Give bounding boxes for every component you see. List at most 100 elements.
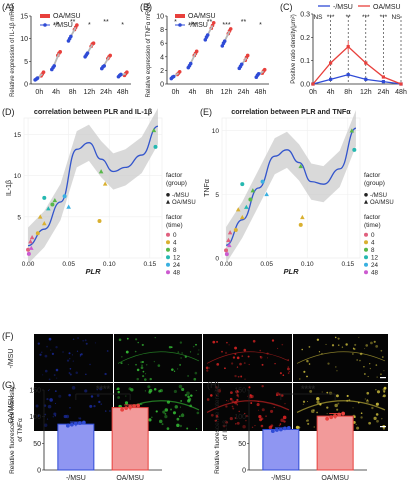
fluorescence-speck	[58, 394, 62, 398]
data-point	[26, 247, 31, 252]
fluorescence-speck	[117, 396, 120, 399]
fluorescence-speck	[250, 394, 254, 399]
legend-marker	[364, 240, 368, 245]
fluorescence-speck	[149, 377, 152, 381]
legend-title: (time)	[364, 222, 381, 229]
data-point	[239, 214, 245, 220]
y-tick-label: 0.0	[300, 82, 310, 89]
fluorescence-speck	[85, 373, 87, 376]
data-point	[58, 50, 62, 54]
fluorescence-speck	[376, 390, 381, 394]
legend-label: OA/MSU	[53, 13, 81, 20]
fluorescence-speck	[166, 427, 170, 431]
fluorescence-speck	[280, 418, 284, 423]
fluorescence-speck	[136, 368, 140, 372]
fluorescence-speck	[191, 395, 193, 397]
fluorescence-speck	[254, 425, 256, 427]
data-point	[132, 404, 137, 408]
data-point	[227, 242, 232, 248]
fluorescence-speck	[176, 423, 180, 428]
fluorescence-speck	[51, 352, 55, 356]
fluorescence-speck	[118, 338, 122, 342]
fluorescence-speck	[301, 348, 303, 351]
fluorescence-speck	[96, 394, 100, 398]
fluorescence-speck	[382, 356, 384, 358]
data-point	[75, 23, 79, 27]
data-point	[337, 412, 342, 417]
fluorescence-speck	[274, 363, 276, 365]
fluorescence-speck	[356, 426, 360, 430]
fluorescence-speck	[360, 416, 363, 419]
legend-marker	[40, 14, 50, 18]
fluorescence-speck	[176, 417, 180, 421]
data-point	[151, 127, 157, 133]
fluorescence-speck	[234, 417, 236, 419]
data-point	[102, 181, 108, 186]
fluorescence-speck	[104, 372, 107, 376]
fluorescence-speck	[48, 388, 51, 391]
fluorescence-speck	[141, 343, 144, 347]
fluorescence-speck	[237, 375, 240, 378]
fluorescence-speck	[383, 386, 387, 390]
legend-label: OA/MSU	[370, 200, 394, 206]
fluorescence-speck	[79, 355, 81, 357]
legend-label: -/MSU	[333, 4, 353, 11]
data-point	[66, 204, 71, 209]
significance-mark: ***	[380, 14, 388, 21]
fluorescence-speck	[352, 353, 354, 355]
fluorescence-speck	[367, 376, 369, 378]
data-point	[311, 82, 315, 86]
fluorescence-speck	[303, 370, 306, 373]
fluorescence-speck	[44, 354, 48, 358]
fluorescence-speck	[214, 420, 216, 422]
fluorescence-speck	[381, 418, 383, 420]
fluorescence-speck	[353, 416, 356, 418]
fluorescence-speck	[235, 390, 239, 394]
data-point	[205, 33, 210, 37]
y-axis-label: Relative expression of TNFα mRNA	[146, 2, 152, 97]
fluorescence-speck	[66, 359, 70, 362]
fluorescence-speck	[78, 417, 80, 419]
fluorescence-speck	[237, 396, 240, 398]
fluorescence-speck	[96, 388, 99, 391]
x-tick-label: 0.15	[341, 261, 354, 268]
tissue-outline	[296, 400, 386, 413]
fluorescence-speck	[53, 412, 57, 416]
x-axis-label: PLR	[86, 267, 102, 276]
y-tick-label: 2	[160, 68, 164, 75]
data-point	[50, 202, 55, 207]
fluorescence-speck	[308, 363, 311, 365]
fluorescence-speck	[89, 363, 91, 366]
data-point	[52, 64, 56, 68]
fluorescence-speck	[327, 362, 330, 365]
fluorescence-speck	[190, 394, 193, 397]
fluorescence-speck	[47, 404, 52, 409]
fluorescence-speck	[247, 355, 250, 358]
fluorescence-speck	[85, 342, 88, 345]
fluorescence-speck	[206, 369, 209, 372]
y-tick-label: 4	[160, 54, 164, 61]
fluorescence-speck	[232, 407, 235, 410]
fluorescence-speck	[270, 425, 272, 428]
fluorescence-speck	[251, 426, 254, 429]
data-point	[349, 128, 355, 133]
fluorescence-speck	[336, 408, 339, 411]
data-point	[256, 72, 261, 76]
fluorescence-speck	[270, 409, 274, 413]
fluorescence-speck	[171, 368, 174, 371]
data-point	[298, 163, 304, 169]
data-point	[341, 411, 346, 416]
fluorescence-speck	[125, 350, 129, 354]
fluorescence-speck	[246, 395, 249, 397]
fluorescence-speck	[326, 413, 328, 415]
fluorescence-speck	[141, 360, 144, 363]
fluorescence-speck	[364, 398, 366, 400]
data-point	[128, 405, 133, 409]
y-tick-label: 100	[29, 414, 41, 421]
fluorescence-speck	[259, 349, 262, 352]
legend-label: 12	[371, 254, 379, 261]
data-point	[42, 195, 47, 200]
fluorescence-speck	[288, 370, 291, 373]
data-point	[177, 69, 182, 74]
fluorescence-speck	[245, 420, 247, 422]
